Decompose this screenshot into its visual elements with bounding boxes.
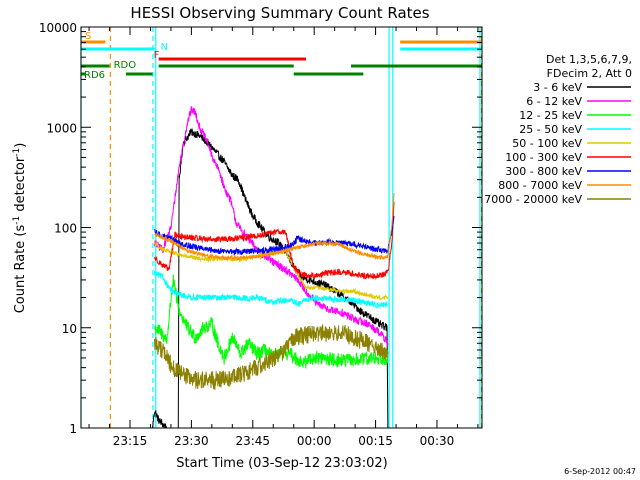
legend-label: 300 - 800 keV [505, 165, 582, 178]
y-axis-label-mid: detector [13, 156, 28, 216]
series-line [154, 271, 389, 310]
series-line [152, 127, 397, 429]
y-axis-label-sup1: -1 [12, 216, 22, 225]
status-bar-label: RD6 [84, 70, 105, 81]
series-line [154, 193, 395, 262]
x-tick-label: 23:15 [113, 434, 148, 448]
legend-label: 100 - 300 keV [505, 151, 582, 164]
status-bars: S NF RDO RD6 [81, 31, 482, 81]
x-axis: 23:15 23:30 23:45 00:00 00:15 00:30 [88, 27, 479, 448]
legend-header-line2: FDecim 2, Att 0 [547, 67, 632, 80]
y-tick-label: 1000 [46, 121, 77, 135]
y-tick-label: 10 [62, 322, 77, 336]
legend-label: 3 - 6 keV [533, 81, 582, 94]
legend-label: 50 - 100 keV [512, 137, 582, 150]
legend-label: 6 - 12 keV [526, 95, 582, 108]
plot-area: S NF RDO RD6 [80, 26, 483, 429]
chart-title: HESSI Observing Summary Count Rates [130, 4, 429, 22]
series-lines [152, 106, 397, 429]
x-axis-label: Start Time (03-Sep-12 23:03:02) [176, 456, 387, 471]
marker-lines [80, 27, 483, 428]
footer-date: 6-Sep-2012 00:47 [564, 467, 636, 476]
series-line [154, 201, 395, 281]
x-tick-label: 00:30 [420, 434, 455, 448]
status-bar-label: F [154, 50, 160, 61]
series-line [154, 216, 395, 257]
y-axis-label-main: Count Rate (s [13, 225, 28, 314]
x-tick-label: 00:00 [297, 434, 332, 448]
y-tick-label: 100 [54, 222, 77, 236]
x-tick-label: 23:45 [235, 434, 270, 448]
y-axis: 1 10 100 1000 10000 [39, 21, 482, 436]
status-bar-label: S [85, 31, 91, 42]
series-line [154, 324, 389, 391]
y-axis-label-end: ) [13, 143, 28, 148]
series-line [154, 106, 389, 347]
legend-label: 25 - 50 keV [519, 123, 582, 136]
y-axis-label: Count Rate (s-1 detector-1) [12, 143, 28, 314]
legend-label: 7000 - 20000 keV [484, 193, 582, 206]
legend: Det 1,3,5,6,7,9, FDecim 2, Att 0 3 - 6 k… [484, 53, 632, 206]
legend-header-line1: Det 1,3,5,6,7,9, [546, 53, 632, 66]
y-tick-label: 1 [69, 422, 77, 436]
x-tick-label: 00:15 [358, 434, 393, 448]
plot-frame [80, 26, 483, 429]
y-axis-label-sup2: -1 [12, 148, 22, 157]
x-tick-label: 23:30 [174, 434, 209, 448]
status-bar-label: N [161, 42, 168, 53]
legend-label: 12 - 25 keV [519, 109, 582, 122]
status-bar-label: RDO [114, 60, 137, 71]
y-tick-label: 10000 [39, 21, 77, 35]
legend-label: 800 - 7000 keV [498, 179, 582, 192]
